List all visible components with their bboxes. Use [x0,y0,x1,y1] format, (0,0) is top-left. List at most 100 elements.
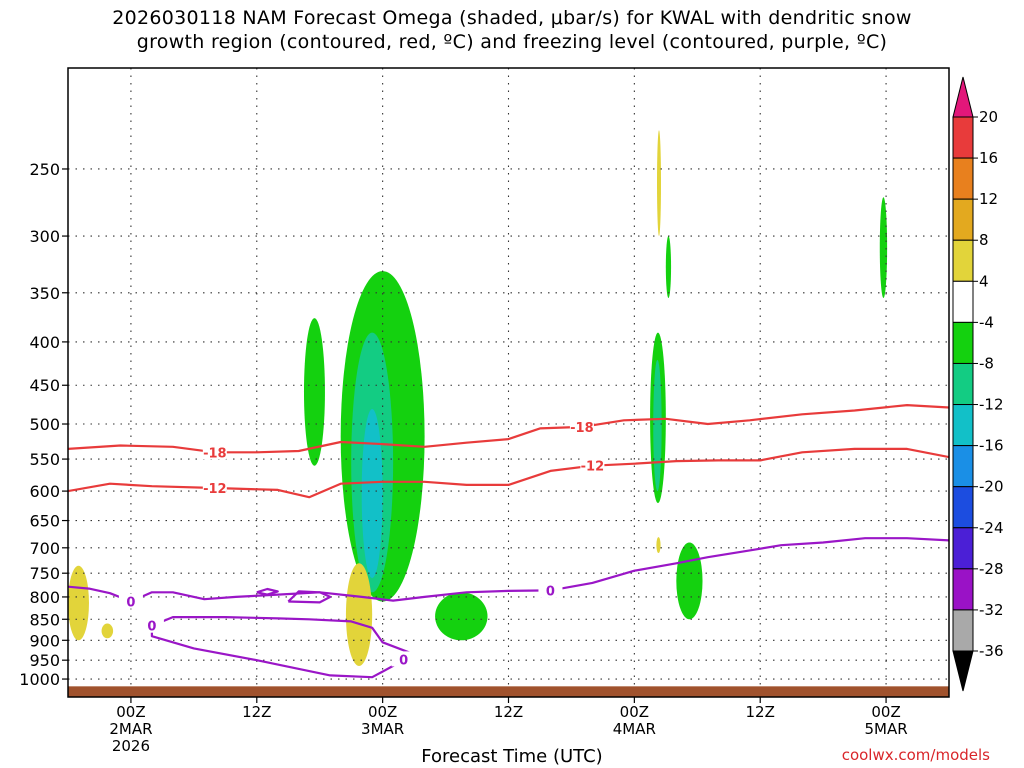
x-tick-label-6-1: 5MAR [864,720,907,738]
omega-shade-3 [361,408,383,579]
contour-label-bg-1-0 [202,480,227,496]
colorbar-over-arrow [952,76,974,118]
x-tick-label-4-1: 4MAR [613,720,656,738]
x-axis-label: Forecast Time (UTC) [421,746,603,767]
colorbar-bin-11 [952,568,974,611]
colorbar-label-10: -24 [979,519,1004,537]
title-line-1: 2026030118 NAM Forecast Omega (shaded, μ… [112,7,912,29]
y-tick-label-15: 1000 [19,670,60,689]
y-tick-label-6: 550 [29,450,60,469]
colorbar-label-11: -28 [979,560,1004,578]
colorbar-label-5: -4 [979,313,994,331]
x-tick-label-3-0: 12Z [494,703,523,721]
omega-shade-12 [345,563,373,666]
colorbar-label-4: 4 [979,272,989,290]
x-tick-label-2-0: 00Z [368,703,397,721]
contour-label-bg-2-1 [538,582,563,598]
x-tick-label-1-0: 12Z [242,703,271,721]
colorbar-label-1: 16 [979,149,998,167]
contour-label-2-0: 0 [126,596,135,611]
colorbar-bin-8 [952,445,974,488]
contour-label-1-0: -12 [203,482,227,497]
colorbar-label-6: -8 [979,354,994,372]
contour-label-bg-3-0 [139,617,164,633]
omega-shade-14 [656,537,661,554]
y-tick-label-3: 400 [29,333,60,352]
x-tick-label-0-1: 2MAR [109,720,152,738]
x-tick-label-0-0: 00Z [116,703,145,721]
colorbar-bin-9 [952,486,974,529]
contour-line-5 [287,590,332,604]
colorbar-label-8: -16 [979,437,1004,455]
contour-label-0-1: -18 [570,421,594,436]
x-tick-label-0-2: 2026 [112,737,150,755]
y-tick-label-1: 300 [29,227,60,246]
omega-shade-11 [101,623,114,639]
colorbar-bin-4 [952,280,974,323]
x-tick-label-5-0: 12Z [746,703,775,721]
contour-label-bg-1-1 [580,457,605,473]
omega-shade-13 [657,130,662,237]
omega-shade-5 [653,359,662,492]
contour-label-3-0: 0 [147,620,156,635]
contour-label-3-1: 0 [399,653,408,668]
contour-label-bg-2-0 [118,593,143,609]
colorbar-bin-6 [952,362,974,406]
x-tick-label-6-0: 00Z [871,703,900,721]
chart-title: 2026030118 NAM Forecast Omega (shaded, μ… [0,6,1024,54]
contour-label-bg-0-1 [569,418,594,434]
x-tick-label-4-0: 00Z [620,703,649,721]
colorbar-bin-7 [952,404,974,447]
contour-line-1 [68,447,949,499]
omega-shade-0 [303,318,325,466]
y-tick-label-12: 850 [29,610,60,629]
y-tick-label-13: 900 [29,631,60,650]
omega-shade-8 [676,542,703,620]
y-tick-label-4: 450 [29,376,60,395]
y-tick-label-0: 250 [29,160,60,179]
y-tick-label-11: 800 [29,588,60,607]
credit-link[interactable]: coolwx.com/models [841,746,990,764]
contour-line-3 [150,616,416,679]
x-tick-label-2-1: 3MAR [361,720,404,738]
plot-content: -18-18-12-120000250300350400450500550600… [19,67,950,755]
omega-shade-10 [68,565,89,641]
contour-line-4 [256,587,279,596]
colorbar-label-0: 20 [979,108,998,126]
plot-frame [67,67,950,698]
colorbar-bin-5 [952,321,974,364]
colorbar-label-3: 8 [979,231,989,249]
colorbar-label-7: -12 [979,396,1004,414]
title-line-2: growth region (contoured, red, ºC) and f… [136,31,888,53]
colorbar-label-9: -20 [979,478,1004,496]
colorbar: 20 16 12 8 4 -4 -8 -12 -16 -20 -24 -28 -32 -36 [952,76,1004,692]
contour-line-0 [68,404,949,454]
colorbar-label-2: 12 [979,190,998,208]
contour-label-1-1: -12 [581,460,605,475]
y-tick-label-9: 700 [29,539,60,558]
colorbar-bin-0 [952,116,974,159]
y-tick-label-7: 600 [29,482,60,501]
omega-shade-9 [435,592,488,641]
omega-shade-6 [665,236,672,298]
contour-label-0-0: -18 [203,446,227,461]
y-tick-label-5: 500 [29,415,60,434]
colorbar-bin-3 [952,239,974,282]
contour-label-2-1: 0 [546,584,555,599]
y-tick-label-8: 650 [29,512,60,531]
y-tick-label-14: 950 [29,651,60,670]
colorbar-bin-12 [952,609,974,652]
y-tick-label-2: 350 [29,284,60,303]
colorbar-label-12: -32 [979,601,1004,619]
omega-shade-7 [879,197,888,298]
colorbar-bin-1 [952,157,974,200]
colorbar-bin-2 [952,198,974,241]
colorbar-label-13: -36 [979,642,1004,660]
ground-terrain [68,686,949,697]
contour-label-bg-0-0 [202,444,227,460]
colorbar-bin-10 [952,527,974,570]
contour-label-bg-3-1 [391,651,416,667]
y-tick-label-10: 750 [29,564,60,583]
